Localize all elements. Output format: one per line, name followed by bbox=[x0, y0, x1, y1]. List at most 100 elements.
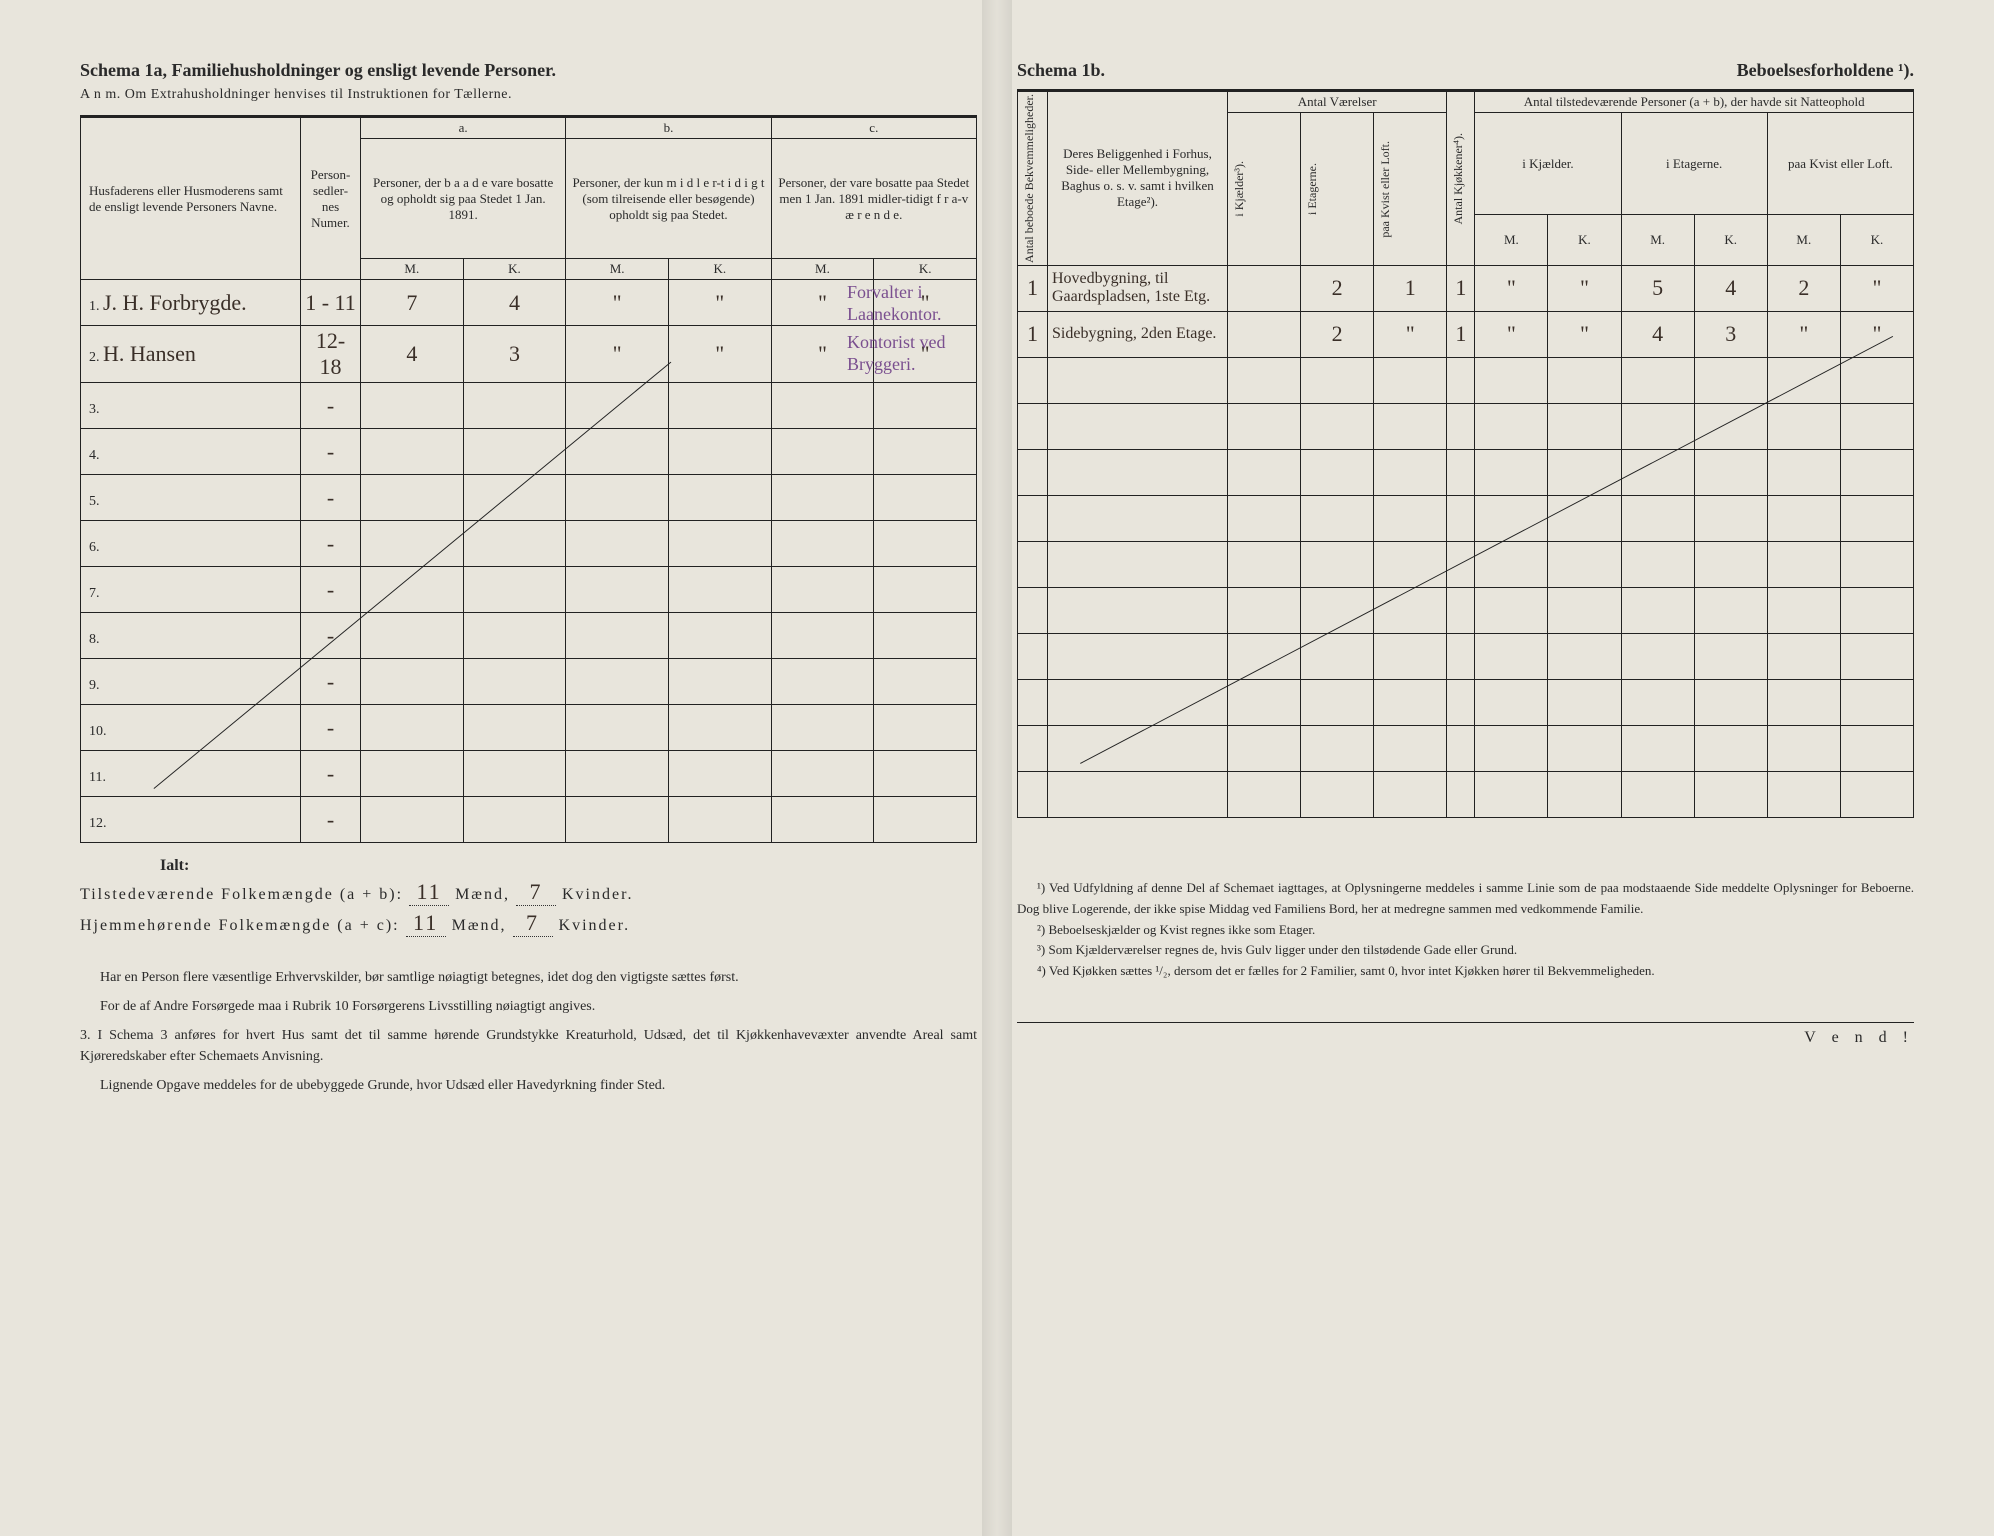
cell-petM: 4 bbox=[1621, 311, 1694, 357]
cell-pkvK bbox=[1840, 679, 1913, 725]
h-etK: K. bbox=[1694, 215, 1767, 266]
row-num: 2. H. Hansen bbox=[81, 326, 301, 383]
cell-bM bbox=[566, 613, 669, 659]
cell-pkjM: " bbox=[1475, 311, 1548, 357]
cell-pkvM: 2 bbox=[1767, 265, 1840, 311]
cell-kv bbox=[1374, 771, 1447, 817]
cell-pkvM bbox=[1767, 403, 1840, 449]
cell-petM bbox=[1621, 357, 1694, 403]
ialt-section: Ialt: Tilstedeværende Folkemængde (a + b… bbox=[80, 857, 977, 937]
cell-bK: " bbox=[668, 326, 771, 383]
cell-belig: Hovedbygning, til Gaardspladsen, 1ste Et… bbox=[1048, 265, 1228, 311]
ialt-line2: Hjemmehørende Folkemængde (a + c): 11 Mæ… bbox=[80, 910, 977, 937]
table-row: 10. - bbox=[81, 705, 977, 751]
cell-pkjK bbox=[1548, 449, 1621, 495]
cell-pkvK bbox=[1840, 449, 1913, 495]
cell-kjok bbox=[1447, 679, 1475, 725]
page-spread: Schema 1a, Familiehusholdninger og ensli… bbox=[80, 60, 1914, 1476]
cell-et bbox=[1301, 449, 1374, 495]
ialt-l1a: Tilstedeværende Folkemængde (a + b): bbox=[80, 886, 403, 903]
right-page: Schema 1b. Beboelsesforholdene ¹). Antal… bbox=[1017, 60, 1914, 1476]
cell-pkvM bbox=[1767, 495, 1840, 541]
cell-aK bbox=[463, 659, 566, 705]
cell-num: 1 - 11 bbox=[301, 280, 361, 326]
header-b-text: Personer, der kun m i d l e r-t i d i g … bbox=[566, 139, 771, 259]
cell-et bbox=[1301, 357, 1374, 403]
table-row bbox=[1018, 541, 1914, 587]
cell-kjok bbox=[1447, 771, 1475, 817]
cell-bekv bbox=[1018, 679, 1048, 725]
table-row: 1Hovedbygning, til Gaardspladsen, 1ste E… bbox=[1018, 265, 1914, 311]
cell-bK bbox=[668, 751, 771, 797]
table-row: 2. H. Hansen12-1843"""" bbox=[81, 326, 977, 383]
table-row bbox=[1018, 633, 1914, 679]
schema-1b-title: Schema 1b. bbox=[1017, 60, 1105, 81]
cell-cK bbox=[874, 751, 977, 797]
cell-aK bbox=[463, 751, 566, 797]
row-num: 7. bbox=[81, 567, 301, 613]
cell-petM bbox=[1621, 403, 1694, 449]
h-kvM: M. bbox=[1767, 215, 1840, 266]
schema-1a-table: Husfaderens eller Husmoderens samt de en… bbox=[80, 117, 977, 843]
cell-belig: Sidebygning, 2den Etage. bbox=[1048, 311, 1228, 357]
cell-aK bbox=[463, 383, 566, 429]
h-aM: M. bbox=[361, 259, 464, 280]
cell-cK bbox=[874, 705, 977, 751]
table-row: 4. - bbox=[81, 429, 977, 475]
cell-cM bbox=[771, 797, 874, 843]
cell-aM bbox=[361, 797, 464, 843]
cell-bK bbox=[668, 429, 771, 475]
cell-pkjM bbox=[1475, 679, 1548, 725]
ialt-l1kl: Kvinder. bbox=[562, 886, 634, 903]
h-et: i Etagerne. bbox=[1305, 163, 1320, 215]
cell-num: - bbox=[301, 751, 361, 797]
cell-petK bbox=[1694, 679, 1767, 725]
h-kjK: K. bbox=[1548, 215, 1621, 266]
cell-petM bbox=[1621, 495, 1694, 541]
h-antalv: Antal Værelser bbox=[1228, 92, 1447, 113]
cell-bM bbox=[566, 705, 669, 751]
cell-num: - bbox=[301, 521, 361, 567]
cell-cK bbox=[874, 383, 977, 429]
footer-p2: For de af Andre Forsørgede maa i Rubrik … bbox=[80, 996, 977, 1017]
cell-pkvK: " bbox=[1840, 311, 1913, 357]
cell-pkvM bbox=[1767, 449, 1840, 495]
cell-kv bbox=[1374, 725, 1447, 771]
cell-pkjK bbox=[1548, 495, 1621, 541]
cell-num: - bbox=[301, 475, 361, 521]
cell-cM bbox=[771, 567, 874, 613]
schema-1b-table: Antal beboede Bekvemmeligheder. Deres Be… bbox=[1017, 91, 1914, 818]
footer-p4: Lignende Opgave meddeles for de ubebygge… bbox=[80, 1075, 977, 1096]
schema-1a-title: Schema 1a, Familiehusholdninger og ensli… bbox=[80, 60, 977, 81]
vend: V e n d ! bbox=[1017, 1022, 1914, 1047]
cell-kj bbox=[1228, 495, 1301, 541]
cell-et bbox=[1301, 587, 1374, 633]
cell-petM: 5 bbox=[1621, 265, 1694, 311]
cell-petM bbox=[1621, 587, 1694, 633]
cell-kj bbox=[1228, 633, 1301, 679]
table-row bbox=[1018, 357, 1914, 403]
cell-kv bbox=[1374, 357, 1447, 403]
cell-num: - bbox=[301, 705, 361, 751]
cell-cM bbox=[771, 429, 874, 475]
cell-bekv bbox=[1018, 633, 1048, 679]
h-etM: M. bbox=[1621, 215, 1694, 266]
cell-pkjK bbox=[1548, 771, 1621, 817]
cell-pkjK bbox=[1548, 679, 1621, 725]
cell-kv bbox=[1374, 403, 1447, 449]
cell-belig bbox=[1048, 357, 1228, 403]
cell-pkjK bbox=[1548, 403, 1621, 449]
cell-kj bbox=[1228, 449, 1301, 495]
schema-1b-table-wrapper: Antal beboede Bekvemmeligheder. Deres Be… bbox=[1017, 91, 1914, 818]
header-a-label: a. bbox=[361, 118, 566, 139]
cell-petM bbox=[1621, 771, 1694, 817]
cell-pkjM bbox=[1475, 633, 1548, 679]
fn2: ²) Beboelseskjælder og Kvist regnes ikke… bbox=[1017, 920, 1914, 941]
cell-aM bbox=[361, 429, 464, 475]
cell-pkvM bbox=[1767, 725, 1840, 771]
cell-pkvM bbox=[1767, 679, 1840, 725]
row-num: 10. bbox=[81, 705, 301, 751]
cell-pkvM bbox=[1767, 771, 1840, 817]
h-kvK: K. bbox=[1840, 215, 1913, 266]
table-row: 7. - bbox=[81, 567, 977, 613]
